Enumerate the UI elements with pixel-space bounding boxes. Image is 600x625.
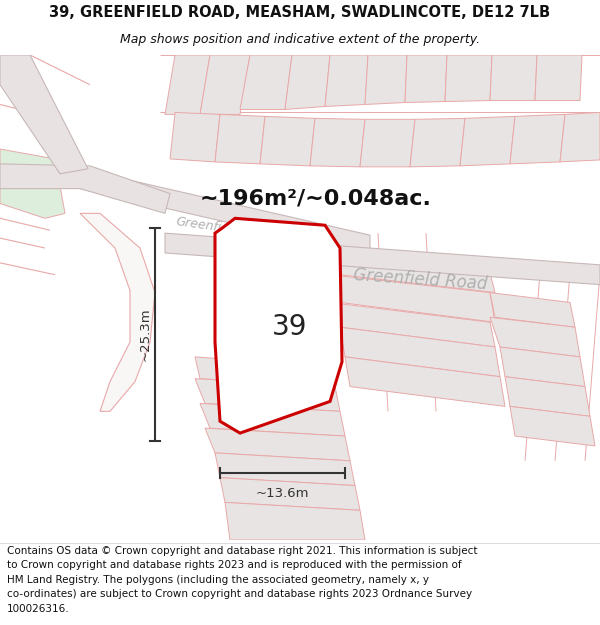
Polygon shape (240, 55, 292, 109)
Polygon shape (200, 403, 345, 436)
Polygon shape (560, 112, 600, 162)
Polygon shape (365, 55, 407, 104)
Polygon shape (460, 116, 515, 166)
Polygon shape (80, 169, 370, 255)
Polygon shape (505, 377, 590, 416)
Polygon shape (310, 118, 365, 167)
Polygon shape (500, 347, 585, 387)
Polygon shape (535, 55, 582, 101)
Text: 100026316.: 100026316. (7, 604, 70, 614)
Polygon shape (195, 357, 335, 387)
Polygon shape (200, 55, 250, 114)
Text: co-ordinates) are subject to Crown copyright and database rights 2023 Ordnance S: co-ordinates) are subject to Crown copyr… (7, 589, 472, 599)
Text: ~196m²/~0.048ac.: ~196m²/~0.048ac. (200, 189, 432, 209)
Polygon shape (360, 119, 415, 167)
Polygon shape (215, 218, 342, 433)
Polygon shape (165, 233, 600, 284)
Polygon shape (0, 164, 170, 213)
Polygon shape (405, 55, 447, 102)
Polygon shape (165, 55, 210, 114)
Polygon shape (225, 503, 365, 540)
Polygon shape (325, 55, 368, 106)
Polygon shape (215, 114, 265, 164)
Polygon shape (410, 118, 465, 167)
Polygon shape (195, 379, 340, 411)
Polygon shape (330, 253, 495, 292)
Polygon shape (220, 478, 360, 510)
Polygon shape (285, 55, 330, 109)
Polygon shape (510, 114, 565, 164)
Text: ~25.3m: ~25.3m (139, 308, 151, 361)
Text: ~13.6m: ~13.6m (256, 486, 309, 499)
Text: to Crown copyright and database rights 2023 and is reproduced with the permissio: to Crown copyright and database rights 2… (7, 561, 462, 571)
Polygon shape (510, 406, 595, 446)
Polygon shape (345, 357, 505, 406)
Polygon shape (445, 55, 492, 101)
Polygon shape (0, 149, 65, 218)
Polygon shape (260, 116, 315, 166)
Polygon shape (490, 292, 575, 328)
Text: Greenfi...: Greenfi... (175, 215, 234, 236)
Polygon shape (330, 275, 495, 322)
Polygon shape (330, 302, 495, 347)
Polygon shape (205, 428, 350, 461)
Text: 39, GREENFIELD ROAD, MEASHAM, SWADLINCOTE, DE12 7LB: 39, GREENFIELD ROAD, MEASHAM, SWADLINCOT… (49, 4, 551, 19)
Polygon shape (490, 55, 537, 101)
Text: Contains OS data © Crown copyright and database right 2021. This information is : Contains OS data © Crown copyright and d… (7, 546, 478, 556)
Text: 39: 39 (272, 313, 308, 341)
Polygon shape (0, 55, 88, 174)
Text: HM Land Registry. The polygons (including the associated geometry, namely x, y: HM Land Registry. The polygons (includin… (7, 575, 429, 585)
Polygon shape (215, 453, 355, 486)
Polygon shape (490, 318, 580, 357)
Polygon shape (170, 112, 220, 162)
Text: Map shows position and indicative extent of the property.: Map shows position and indicative extent… (120, 33, 480, 46)
Text: Road: Road (255, 226, 287, 241)
Polygon shape (340, 328, 500, 377)
Polygon shape (80, 213, 155, 411)
Text: Greenfield Road: Greenfield Road (352, 266, 488, 293)
